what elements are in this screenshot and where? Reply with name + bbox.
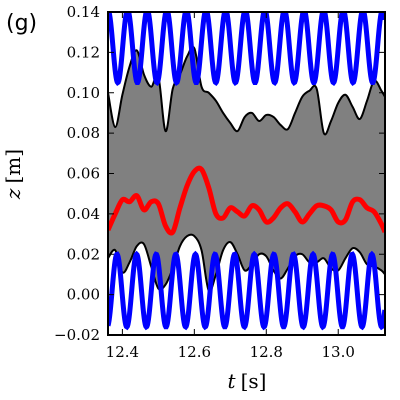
x-tick-label: 12.6 [178,343,211,361]
lower-blue-oscillation-line [108,250,385,331]
x-axis-ticks: 12.4 12.6 12.8 13.0 [106,12,355,361]
x-axis-label: t [s] [228,369,267,393]
y-tick-label: 0.04 [67,205,100,223]
x-tick-label: 12.4 [106,343,139,361]
x-tick-label: 12.8 [250,343,283,361]
x-tick-label: 13.0 [322,343,355,361]
upper-blue-oscillation-line [108,12,385,87]
plot-area [108,12,385,331]
y-tick-label: 0.12 [67,43,100,61]
y-tick-label: 0.14 [67,3,100,21]
red-mean-line [108,165,385,236]
y-tick-label: −0.02 [54,326,100,344]
y-tick-label: 0.02 [67,245,100,263]
y-tick-label: 0.10 [67,84,100,102]
x-axis-unit: [s] [241,369,267,393]
y-axis-unit: [m] [1,149,25,184]
y-axis-variable: z [1,188,25,200]
y-axis-ticks: −0.02 0.00 0.02 0.04 0.06 0.08 0.10 0.12 0.14 [54,3,385,344]
y-axis-label: z [m] [1,149,25,200]
x-axis-variable: t [228,369,237,393]
y-tick-label: 0.00 [67,286,100,304]
y-tick-label: 0.08 [67,124,100,142]
envelope-band [108,46,385,292]
y-tick-label: 0.06 [67,165,100,183]
panel-label: (g) [6,11,37,36]
